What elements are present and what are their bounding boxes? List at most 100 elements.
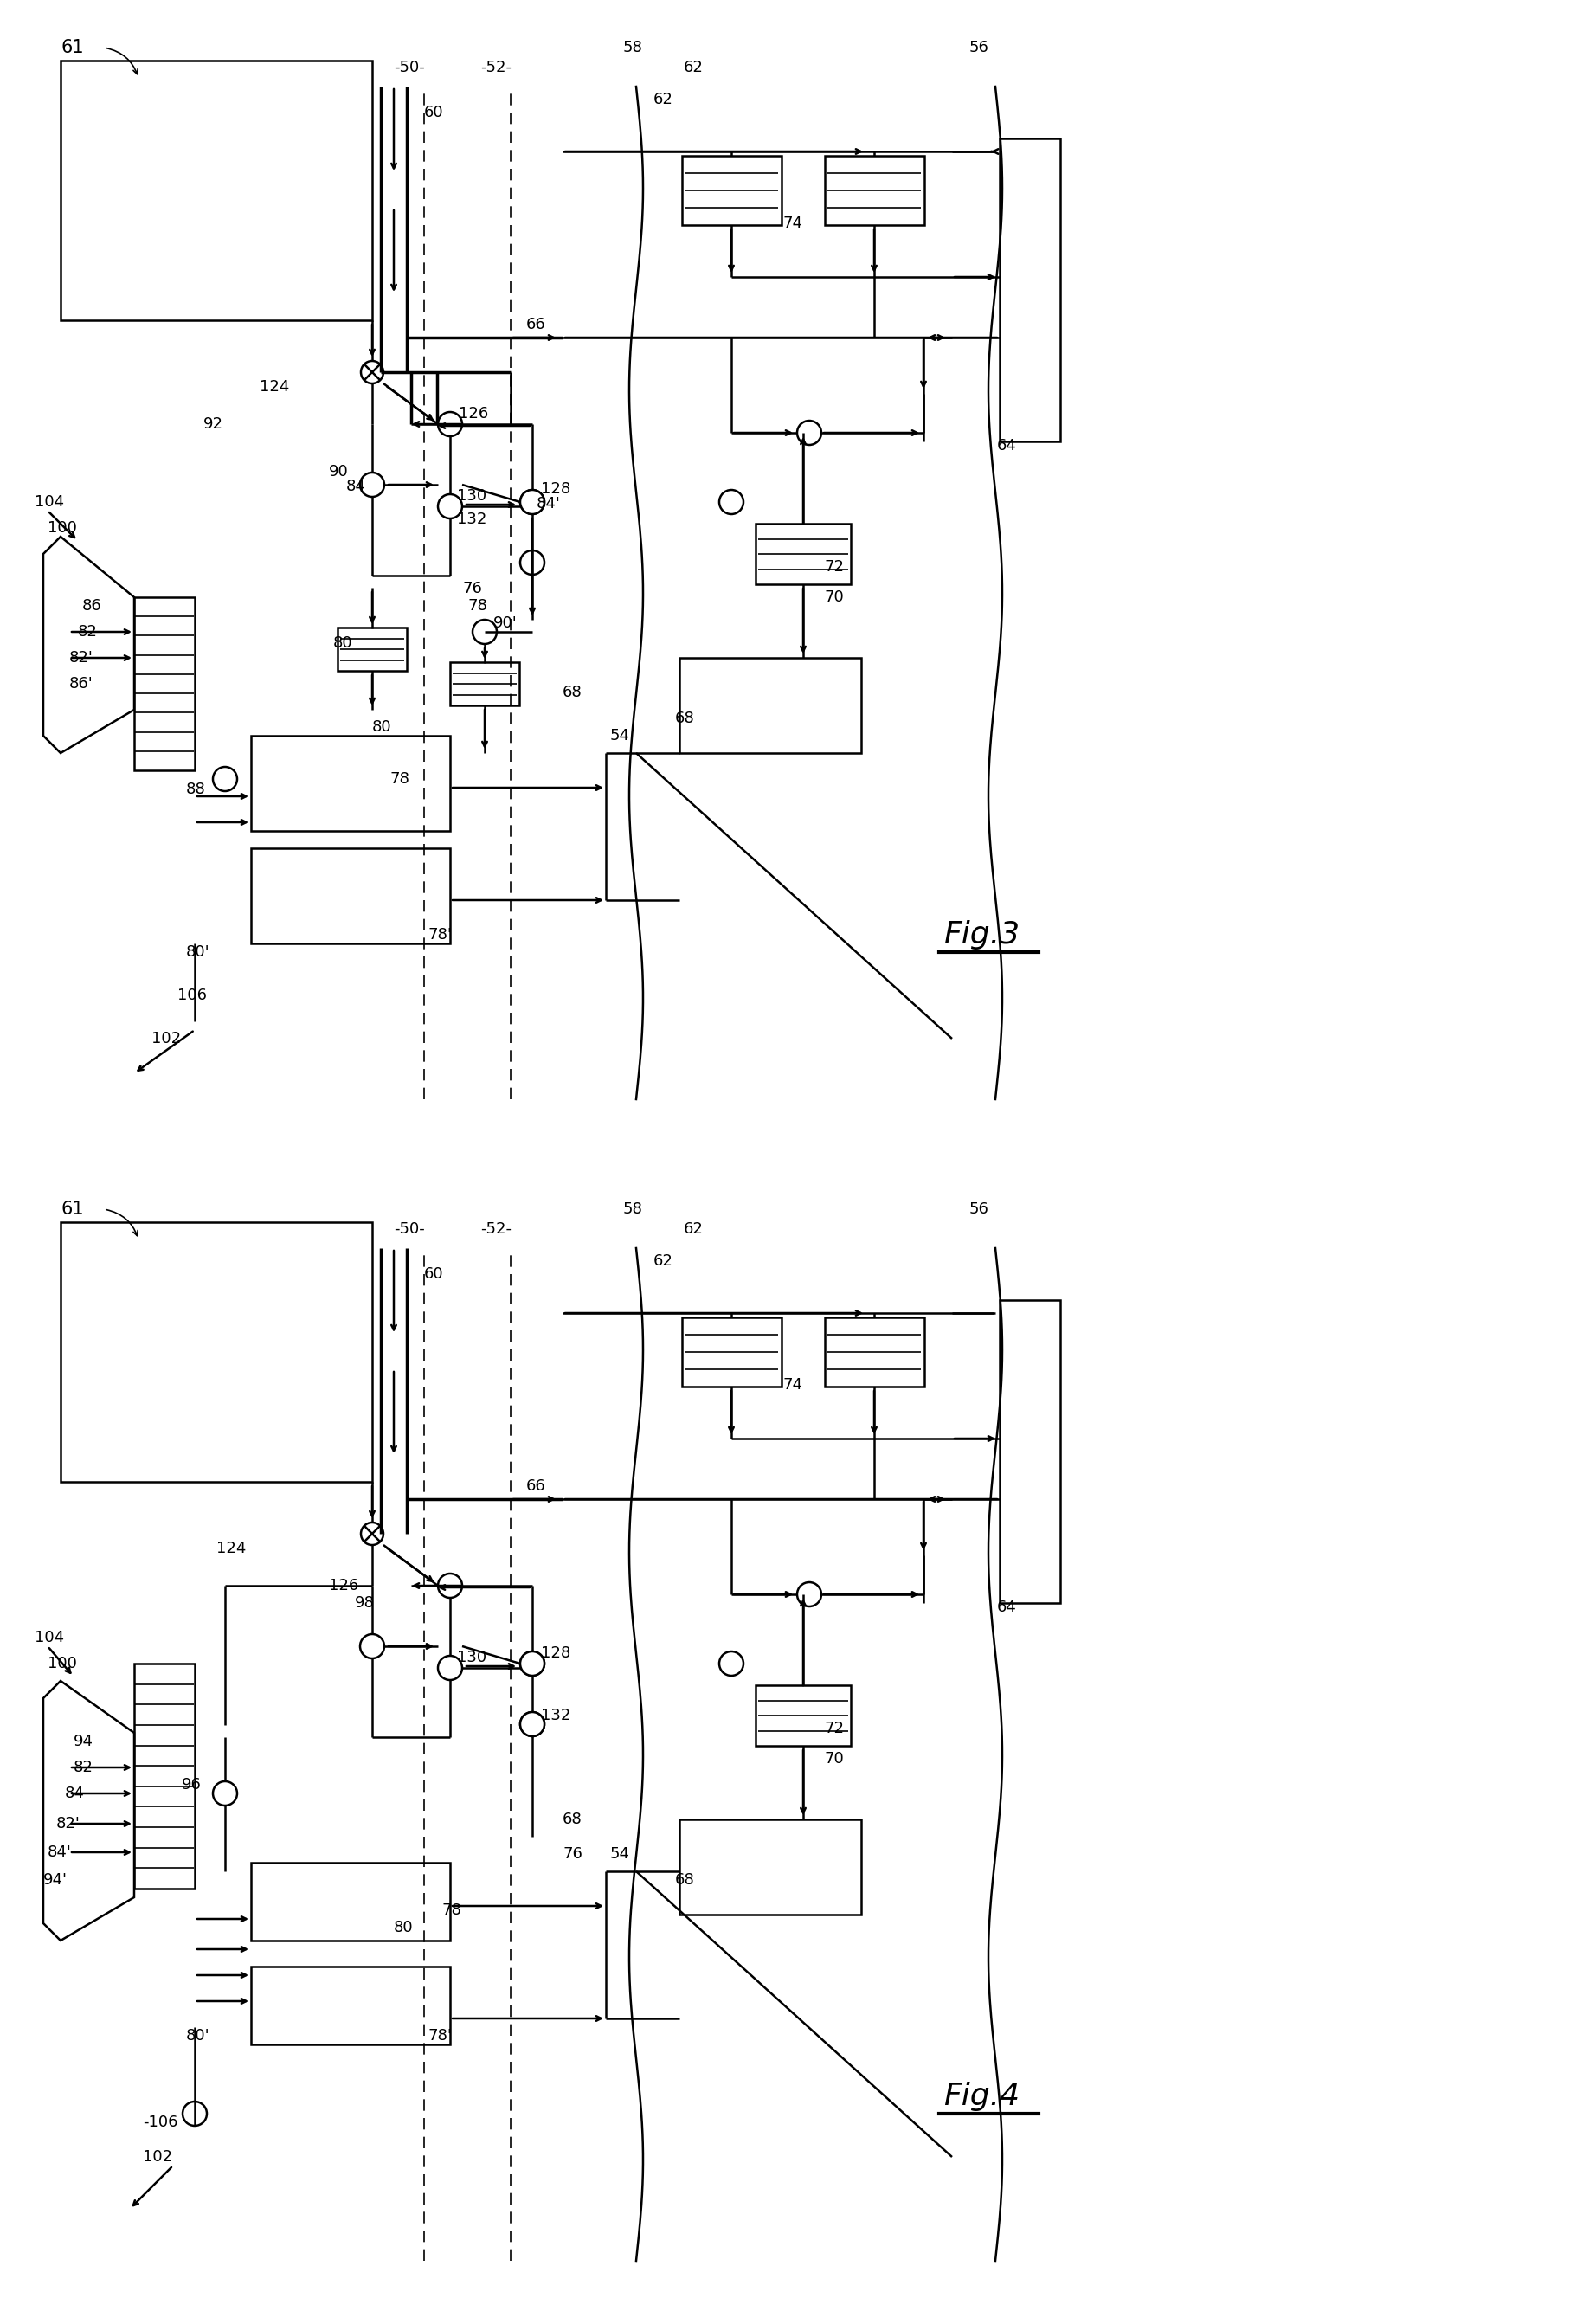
- Circle shape: [719, 1652, 744, 1676]
- Bar: [133, 597, 195, 769]
- Text: 80: 80: [333, 634, 353, 651]
- Text: 80': 80': [187, 2029, 210, 2043]
- Text: 61: 61: [61, 40, 83, 56]
- Text: 102: 102: [151, 1032, 181, 1046]
- Text: -52-: -52-: [480, 60, 512, 74]
- Text: 104: 104: [35, 1629, 64, 1645]
- Text: -52-: -52-: [480, 1222, 512, 1236]
- Text: 82: 82: [78, 625, 97, 639]
- Circle shape: [473, 621, 496, 644]
- Circle shape: [214, 1780, 237, 1806]
- Text: 54: 54: [611, 727, 630, 744]
- Text: 132: 132: [457, 511, 487, 528]
- Text: 100: 100: [47, 1655, 77, 1671]
- Text: 60: 60: [424, 105, 444, 121]
- Text: 130: 130: [457, 1650, 487, 1666]
- Text: 84: 84: [347, 479, 366, 495]
- Text: Fig.4: Fig.4: [944, 2082, 1019, 2110]
- Text: Fig.3: Fig.3: [944, 920, 1019, 951]
- Text: 80': 80': [187, 944, 210, 960]
- Circle shape: [361, 1522, 383, 1545]
- Text: 94': 94': [44, 1873, 68, 1887]
- Bar: [755, 523, 851, 583]
- Text: 106: 106: [177, 988, 207, 1004]
- Bar: [61, 1222, 372, 1483]
- Text: 86: 86: [82, 597, 102, 614]
- Circle shape: [520, 1713, 545, 1736]
- Text: -106: -106: [143, 2115, 177, 2131]
- Text: 128: 128: [542, 1645, 570, 1662]
- Bar: [681, 156, 782, 225]
- Text: 62: 62: [653, 1253, 674, 1269]
- Bar: [680, 1820, 862, 1915]
- Bar: [251, 848, 451, 944]
- Text: 64: 64: [997, 1599, 1017, 1615]
- Bar: [824, 156, 925, 225]
- Bar: [251, 1966, 451, 2045]
- Text: 124: 124: [217, 1541, 246, 1557]
- Text: 58: 58: [623, 1202, 644, 1218]
- Bar: [755, 1685, 851, 1745]
- Circle shape: [520, 551, 545, 574]
- Circle shape: [214, 767, 237, 790]
- Text: 102: 102: [143, 2150, 173, 2164]
- Text: 62: 62: [685, 1222, 703, 1236]
- Text: 54: 54: [611, 1845, 630, 1862]
- Text: -50-: -50-: [394, 60, 425, 74]
- Bar: [251, 1862, 451, 1941]
- Text: 74: 74: [783, 1378, 804, 1392]
- Text: 124: 124: [259, 379, 289, 395]
- Text: 68: 68: [675, 711, 696, 725]
- Text: 92: 92: [204, 416, 223, 432]
- Circle shape: [798, 1583, 821, 1606]
- Text: 128: 128: [542, 481, 570, 497]
- Text: 86': 86': [69, 676, 93, 693]
- Bar: [1000, 1299, 1060, 1604]
- Text: 72: 72: [824, 560, 843, 574]
- Text: 68: 68: [562, 686, 582, 700]
- Bar: [133, 1664, 195, 1889]
- Text: 72: 72: [824, 1720, 843, 1736]
- Bar: [680, 658, 862, 753]
- Circle shape: [438, 1655, 462, 1680]
- Bar: [681, 1318, 782, 1387]
- Text: 82': 82': [57, 1815, 80, 1831]
- Text: 82: 82: [74, 1759, 93, 1776]
- Bar: [451, 662, 520, 706]
- Circle shape: [520, 490, 545, 514]
- Text: 80: 80: [394, 1920, 413, 1936]
- Bar: [1000, 139, 1060, 442]
- Text: 84: 84: [64, 1785, 85, 1801]
- Text: 94: 94: [74, 1734, 94, 1750]
- Bar: [338, 627, 407, 672]
- Circle shape: [360, 1634, 385, 1659]
- Text: 126: 126: [328, 1578, 358, 1594]
- Circle shape: [520, 1713, 545, 1736]
- Text: -50-: -50-: [394, 1222, 425, 1236]
- Text: 76: 76: [562, 1845, 582, 1862]
- Text: 130: 130: [457, 488, 487, 504]
- Text: 68: 68: [562, 1813, 582, 1827]
- Text: 96: 96: [182, 1778, 201, 1792]
- Circle shape: [438, 1573, 462, 1599]
- Text: 98: 98: [355, 1594, 375, 1611]
- Circle shape: [798, 421, 821, 444]
- Text: 84': 84': [537, 495, 560, 511]
- Text: 78: 78: [468, 597, 487, 614]
- Circle shape: [520, 1652, 545, 1676]
- Text: 60: 60: [424, 1267, 444, 1283]
- Circle shape: [438, 495, 462, 518]
- Text: 76: 76: [463, 581, 484, 597]
- Bar: [251, 737, 451, 832]
- Text: 56: 56: [969, 40, 989, 56]
- Text: 78': 78': [429, 927, 452, 944]
- Text: 62: 62: [685, 60, 703, 74]
- Text: 84': 84': [47, 1845, 72, 1859]
- Text: 61: 61: [61, 1202, 83, 1218]
- Text: 66: 66: [526, 316, 546, 332]
- Circle shape: [361, 360, 383, 383]
- Text: 66: 66: [526, 1478, 546, 1494]
- Text: 100: 100: [47, 521, 77, 537]
- Text: 80: 80: [372, 718, 392, 734]
- Bar: [61, 60, 372, 321]
